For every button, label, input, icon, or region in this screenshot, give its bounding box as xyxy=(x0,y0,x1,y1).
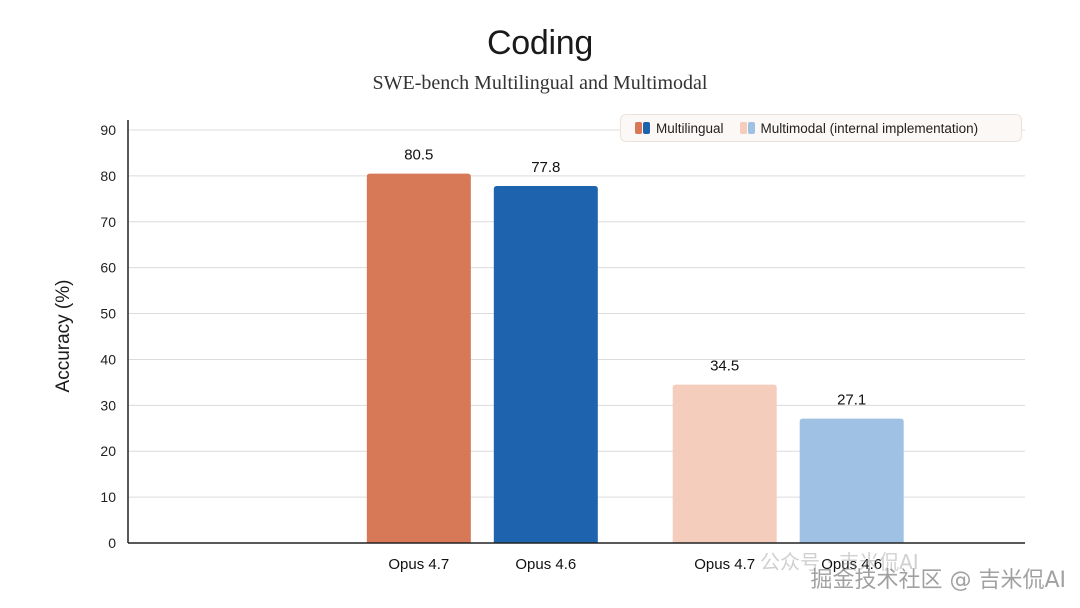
legend-label-multimodal: Multimodal (internal implementation) xyxy=(760,120,979,136)
y-tick-label: 50 xyxy=(100,306,116,322)
bar-value-label: 27.1 xyxy=(837,392,866,409)
bar-multimodal-opus-4-7 xyxy=(672,384,777,543)
chart-title: Coding xyxy=(487,24,593,62)
chart-subtitle: SWE-bench Multilingual and Multimodal xyxy=(372,72,708,94)
bar-multilingual-opus-4-7 xyxy=(366,173,471,543)
y-tick-label: 0 xyxy=(108,535,116,551)
bar-multilingual-opus-4-6 xyxy=(493,185,598,544)
legend-item-multimodal: Multimodal (internal implementation) xyxy=(739,120,979,136)
legend-swatch-multilingual-opus-4-6 xyxy=(643,122,650,134)
legend-item-multilingual: Multilingual xyxy=(635,121,724,136)
y-tick-label: 60 xyxy=(100,260,116,276)
y-tick-label: 30 xyxy=(100,397,116,413)
legend: Multilingual Multimodal (internal implem… xyxy=(620,114,1022,142)
x-tick-label: Opus 4.7 xyxy=(388,556,449,573)
bar-value-label: 34.5 xyxy=(710,358,739,375)
x-tick-label: Opus 4.6 xyxy=(515,556,576,573)
watermark-wechat: 公众号 · 吉米侃AI xyxy=(760,550,919,574)
y-tick-label: 90 xyxy=(100,122,116,138)
bar-multimodal-opus-4-6 xyxy=(799,418,904,543)
legend-swatch-multimodal-opus-4-7 xyxy=(739,122,747,134)
y-tick-label: 80 xyxy=(100,168,116,184)
legend-swatch-multimodal-opus-4-6 xyxy=(747,122,755,134)
y-tick-label: 10 xyxy=(100,489,116,505)
x-tick-label: Opus 4.7 xyxy=(694,556,755,573)
x-tick-label: Opus 4.6 xyxy=(821,556,882,573)
y-tick-label: 70 xyxy=(100,214,116,230)
bar-value-label: 77.8 xyxy=(531,159,560,176)
watermark-juejin: 掘金技术社区 @ 吉米侃AI xyxy=(810,568,1066,593)
bar-value-label: 80.5 xyxy=(404,147,433,164)
legend-label-multilingual: Multilingual xyxy=(656,120,724,136)
y-tick-label: 40 xyxy=(100,351,116,367)
y-tick-label: 20 xyxy=(100,443,116,459)
legend-swatch-multilingual-opus-4-7 xyxy=(635,122,642,134)
